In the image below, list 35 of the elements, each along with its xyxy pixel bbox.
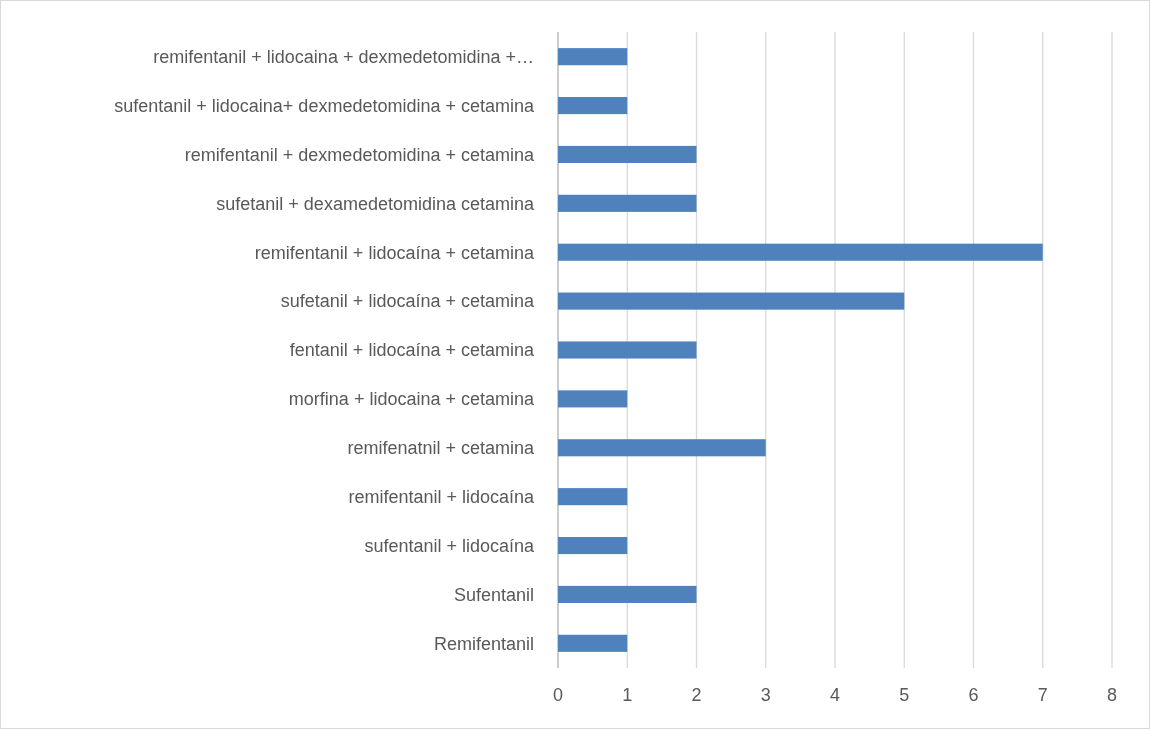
y-tick-label: morfina + lidocaina + cetamina <box>288 389 535 410</box>
x-tick-label: 6 <box>968 685 979 705</box>
y-tick-label: fentanil + lidocaína + cetamina <box>289 340 535 361</box>
x-tick-label: 4 <box>829 685 841 705</box>
bar <box>558 194 697 212</box>
y-tick-label: remifentanil + lidocaína + cetamina <box>254 242 535 263</box>
x-tick-label: 5 <box>899 685 910 705</box>
y-tick-label: remifentanil + lidocaína <box>348 486 535 507</box>
x-tick-label: 7 <box>1037 685 1048 705</box>
bar <box>558 439 766 457</box>
bar <box>558 48 628 66</box>
y-tick-label: Remifentanil <box>433 633 534 654</box>
bar <box>558 145 697 164</box>
y-tick-label: sufetanil + dexamedetomidina cetamina <box>216 193 535 214</box>
y-tick-label: sufetanil + lidocaína + cetamina <box>280 291 535 312</box>
y-tick-label: sufentanil + lidocaína <box>364 535 535 556</box>
bar <box>558 243 1043 261</box>
bar <box>558 97 628 115</box>
bar <box>558 634 628 652</box>
x-tick-label: 3 <box>760 685 771 705</box>
bar <box>558 341 697 359</box>
bar <box>558 390 628 408</box>
y-tick-label: remifentanil + dexmedetomidina + cetamina <box>184 144 535 165</box>
bar <box>558 488 628 506</box>
y-tick-label: Sufentanil <box>453 584 534 605</box>
x-tick-label: 8 <box>1106 685 1118 705</box>
x-tick-label: 1 <box>622 685 633 705</box>
x-tick-label: 2 <box>691 685 702 705</box>
bar <box>558 536 628 555</box>
y-tick-label: remifentanil + lidocaina + dexmedetomidina +… <box>153 46 534 67</box>
y-tick-label: remifenatnil + cetamina <box>347 438 535 459</box>
x-tick-label: 0 <box>552 685 564 705</box>
y-tick-label: sufentanil + lidocaina+ dexmedetomidina + cetamina <box>114 95 535 116</box>
bar <box>558 292 905 310</box>
bar <box>558 585 697 603</box>
